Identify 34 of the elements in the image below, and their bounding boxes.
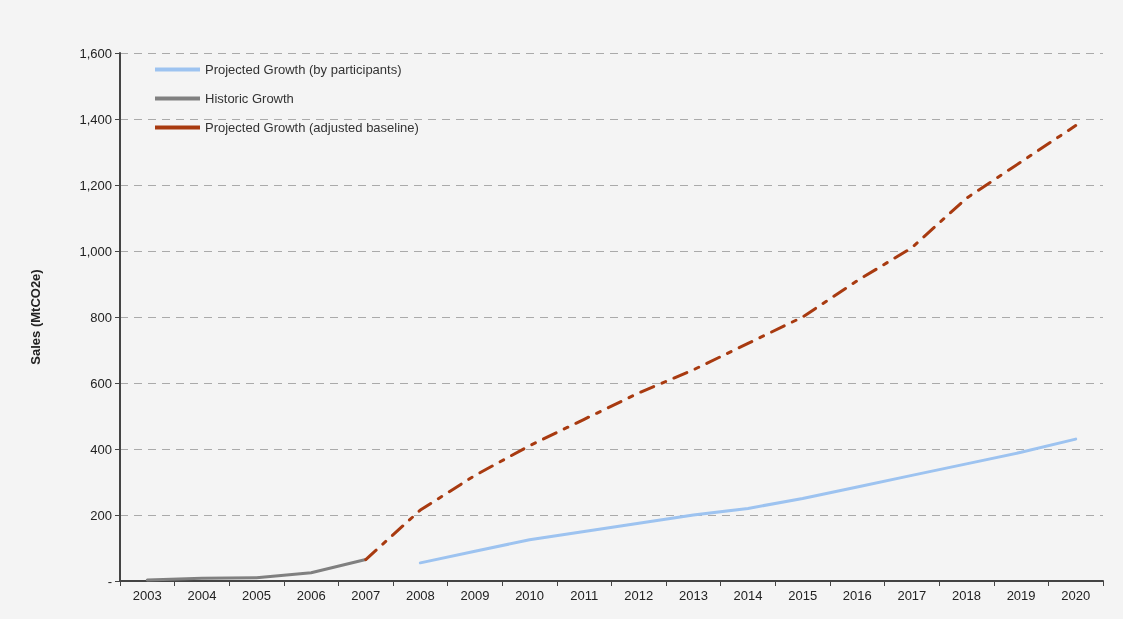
line-series [364,124,1078,562]
x-tick-label: 2003 [132,588,162,603]
y-tick-label: 200 [90,507,112,523]
y-tick-label: 600 [90,375,112,391]
x-tick-label: 2014 [733,588,763,603]
x-tick-label: 2016 [842,588,872,603]
x-tick-label: 2015 [788,588,818,603]
x-tick-label: 2004 [187,588,217,603]
x-tick-label: 2009 [460,588,490,603]
y-tick-label: 1,000 [79,243,112,259]
y-tick-label: 800 [90,309,112,325]
x-tick-label: 2011 [570,588,599,603]
line-series [145,558,368,582]
legend-label: Historic Growth [205,91,294,106]
x-tick-label: 2012 [624,588,654,603]
x-tick-label: 2007 [351,588,381,603]
x-tick-label: 2008 [405,588,435,603]
x-tick-label: 2006 [296,588,326,603]
x-tick-label: 2019 [1006,588,1036,603]
y-tick-label: 1,400 [79,111,112,127]
x-tick-label: 2010 [515,588,545,603]
y-tick-label: 1,200 [79,177,112,193]
y-tick-label: 1,600 [79,45,112,61]
legend-label: Projected Growth (adjusted baseline) [205,120,419,135]
x-tick-label: 2005 [242,588,271,603]
x-tick-label: 2018 [952,588,981,603]
y-axis-title: Sales (MtCO2e) [28,269,43,365]
x-tick-label: 2017 [897,588,927,603]
x-tick-label: 2013 [678,588,708,603]
legend-label: Projected Growth (by participants) [205,62,402,77]
line-series [418,437,1078,565]
x-tick-label: 2020 [1061,588,1091,603]
y-tick-label: 400 [90,441,112,457]
y-tick-label: - [107,573,112,589]
